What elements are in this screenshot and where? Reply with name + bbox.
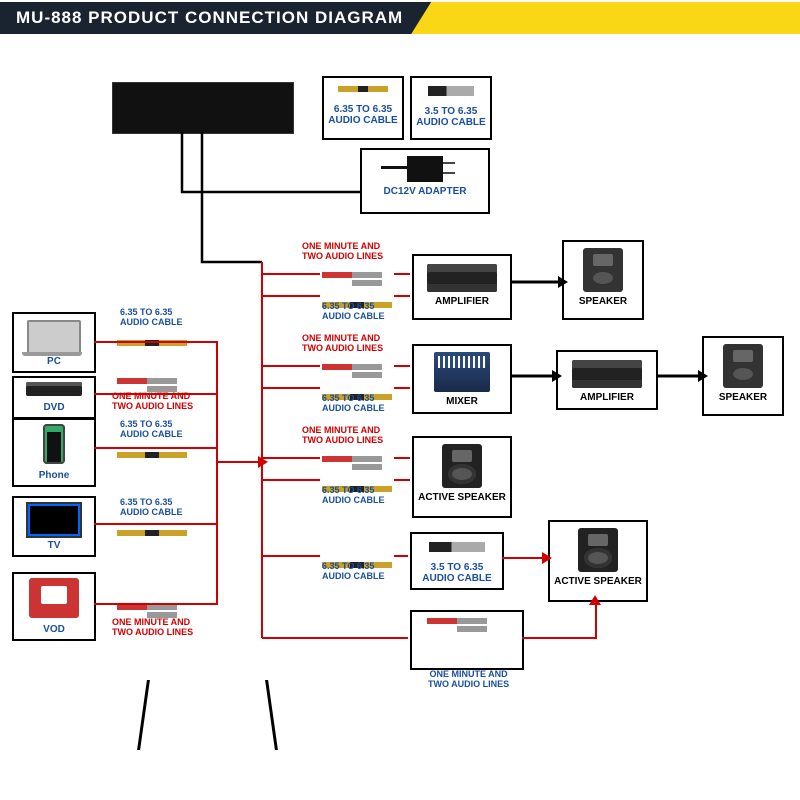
box-rca-boxed bbox=[410, 610, 524, 670]
arrow-icon bbox=[542, 552, 552, 564]
caption-635: 6.35 TO 6.35 AUDIO CABLE bbox=[322, 302, 385, 322]
rca-icon bbox=[427, 618, 507, 632]
box-amplifier: AMPLIFIER bbox=[412, 254, 512, 320]
label-phone: Phone bbox=[14, 468, 94, 485]
caption-635: 6.35 TO 6.35 AUDIO CABLE bbox=[120, 498, 183, 518]
arrow-icon bbox=[552, 370, 562, 382]
box-amplifier-2: AMPLIFIER bbox=[556, 350, 658, 410]
arrow-icon bbox=[698, 370, 708, 382]
label-vod: VOD bbox=[14, 622, 94, 639]
label-adapter: DC12V ADAPTER bbox=[362, 184, 488, 201]
mixer-icon bbox=[434, 352, 490, 392]
rca-icon bbox=[117, 604, 187, 618]
box-speaker-2: SPEAKER bbox=[702, 336, 784, 416]
dvd-icon bbox=[26, 382, 82, 396]
laptop-icon bbox=[27, 320, 81, 354]
box-pc: PC bbox=[12, 312, 96, 373]
tv-icon bbox=[26, 502, 82, 538]
speaker-icon bbox=[578, 528, 618, 572]
amplifier-icon bbox=[427, 264, 497, 292]
caption-635: 6.35 TO 6.35 AUDIO CABLE bbox=[120, 308, 183, 328]
box-cable-35-2: 3.5 TO 6.35 AUDIO CABLE bbox=[410, 532, 504, 590]
caption-635: 6.35 TO 6.35 AUDIO CABLE bbox=[322, 486, 385, 506]
arrow-icon bbox=[258, 456, 268, 468]
minijack-icon bbox=[428, 86, 474, 96]
label-pc: PC bbox=[14, 354, 94, 371]
label-speaker: SPEAKER bbox=[704, 390, 782, 407]
amplifier-icon bbox=[572, 360, 642, 388]
rca-icon bbox=[322, 272, 392, 286]
box-cable-35: 3.5 TO 6.35 AUDIO CABLE bbox=[410, 76, 492, 140]
box-vod: VOD bbox=[12, 572, 96, 641]
caption-635: 6.35 TO 6.35 AUDIO CABLE bbox=[322, 394, 385, 414]
caption-oneminute: ONE MINUTE AND TWO AUDIO LINES bbox=[112, 618, 193, 638]
label-cable-35: 3.5 TO 6.35 AUDIO CABLE bbox=[412, 560, 502, 588]
antenna-right bbox=[265, 680, 278, 750]
caption-oneminute: ONE MINUTE AND TWO AUDIO LINES bbox=[302, 242, 383, 262]
label-mixer: MIXER bbox=[414, 394, 510, 411]
box-phone: Phone bbox=[12, 418, 96, 487]
box-cable-635: 6.35 TO 6.35 AUDIO CABLE bbox=[322, 76, 404, 140]
arrow-icon bbox=[589, 595, 601, 605]
speaker-icon bbox=[583, 248, 623, 292]
label-active-speaker: ACTIVE SPEAKER bbox=[414, 490, 510, 507]
vod-icon bbox=[29, 578, 79, 618]
box-active-speaker-2: ACTIVE SPEAKER bbox=[548, 520, 648, 602]
receiver-unit bbox=[112, 82, 294, 134]
box-dvd: DVD bbox=[12, 376, 96, 419]
caption-oneminute: ONE MINUTE AND TWO AUDIO LINES bbox=[302, 334, 383, 354]
jack-icon bbox=[117, 340, 187, 346]
page-title: MU-888 PRODUCT CONNECTION DIAGRAM bbox=[0, 2, 431, 34]
jack-icon bbox=[338, 86, 388, 92]
label-cable-35: 3.5 TO 6.35 AUDIO CABLE bbox=[412, 104, 490, 132]
caption-oneminute-blue: ONE MINUTE AND TWO AUDIO LINES bbox=[428, 670, 509, 690]
box-active-speaker: ACTIVE SPEAKER bbox=[412, 436, 512, 518]
label-dvd: DVD bbox=[14, 400, 94, 417]
box-mixer: MIXER bbox=[412, 344, 512, 414]
box-adapter: DC12V ADAPTER bbox=[360, 148, 490, 214]
box-tv: TV bbox=[12, 496, 96, 557]
rca-icon bbox=[322, 364, 392, 378]
rca-icon bbox=[322, 456, 392, 470]
label-tv: TV bbox=[14, 538, 94, 555]
label-active-speaker: ACTIVE SPEAKER bbox=[550, 574, 646, 591]
speaker-icon bbox=[442, 444, 482, 488]
jack-icon bbox=[117, 452, 187, 458]
caption-oneminute: ONE MINUTE AND TWO AUDIO LINES bbox=[302, 426, 383, 446]
arrow-icon bbox=[558, 276, 568, 288]
caption-oneminute: ONE MINUTE AND TWO AUDIO LINES bbox=[112, 392, 193, 412]
speaker-icon bbox=[723, 344, 763, 388]
label-speaker: SPEAKER bbox=[564, 294, 642, 311]
antenna-left bbox=[137, 680, 150, 750]
label-cable-635: 6.35 TO 6.35 AUDIO CABLE bbox=[324, 102, 402, 130]
minijack-icon bbox=[429, 542, 485, 552]
adapter-icon bbox=[407, 156, 443, 182]
diagram: 6.35 TO 6.35 AUDIO CABLE 3.5 TO 6.35 AUD… bbox=[2, 42, 798, 798]
caption-635: 6.35 TO 6.35 AUDIO CABLE bbox=[120, 420, 183, 440]
box-speaker: SPEAKER bbox=[562, 240, 644, 320]
phone-icon bbox=[43, 424, 65, 464]
caption-635: 6.35 TO 6.35 AUDIO CABLE bbox=[322, 562, 385, 582]
jack-icon bbox=[117, 530, 187, 536]
rca-icon bbox=[117, 378, 187, 392]
label-amplifier: AMPLIFIER bbox=[414, 294, 510, 311]
label-amplifier: AMPLIFIER bbox=[558, 390, 656, 407]
